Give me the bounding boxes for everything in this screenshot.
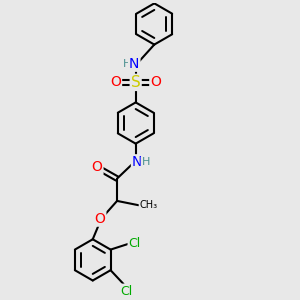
Text: Cl: Cl <box>120 285 133 298</box>
Text: S: S <box>131 75 141 90</box>
Text: N: N <box>129 57 140 71</box>
Text: Cl: Cl <box>128 237 141 250</box>
Text: CH₃: CH₃ <box>140 200 158 210</box>
Text: N: N <box>132 155 142 169</box>
Text: H: H <box>142 157 150 167</box>
Text: H: H <box>123 59 131 69</box>
Text: O: O <box>92 160 103 174</box>
Text: O: O <box>110 75 121 89</box>
Text: O: O <box>150 75 161 89</box>
Text: O: O <box>94 212 105 226</box>
